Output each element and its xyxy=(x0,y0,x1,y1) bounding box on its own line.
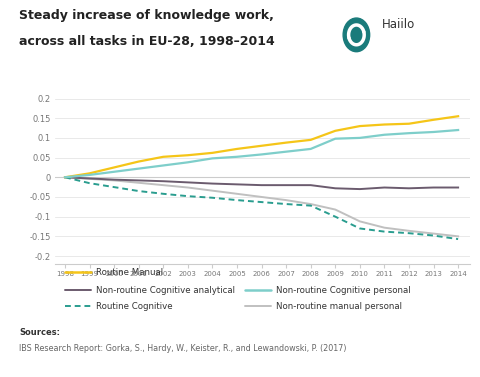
Circle shape xyxy=(343,18,370,52)
Text: Steady increase of knowledge work,: Steady increase of knowledge work, xyxy=(19,9,274,22)
Text: IBS Research Report: Gorka, S., Hardy, W., Keister, R., and Lewandowski, P. (201: IBS Research Report: Gorka, S., Hardy, W… xyxy=(19,344,347,353)
Text: Non-routine Cognitive personal: Non-routine Cognitive personal xyxy=(276,286,410,295)
Text: Routine Manual: Routine Manual xyxy=(96,268,163,277)
Text: Routine Cognitive: Routine Cognitive xyxy=(96,302,173,311)
Text: across all tasks in EU-28, 1998–2014: across all tasks in EU-28, 1998–2014 xyxy=(19,35,275,48)
Text: Non-routine Cognitive analytical: Non-routine Cognitive analytical xyxy=(96,286,235,295)
Text: Haiilo: Haiilo xyxy=(382,18,415,31)
Text: Non-routine manual personal: Non-routine manual personal xyxy=(276,302,402,311)
Text: Sources:: Sources: xyxy=(19,328,60,337)
